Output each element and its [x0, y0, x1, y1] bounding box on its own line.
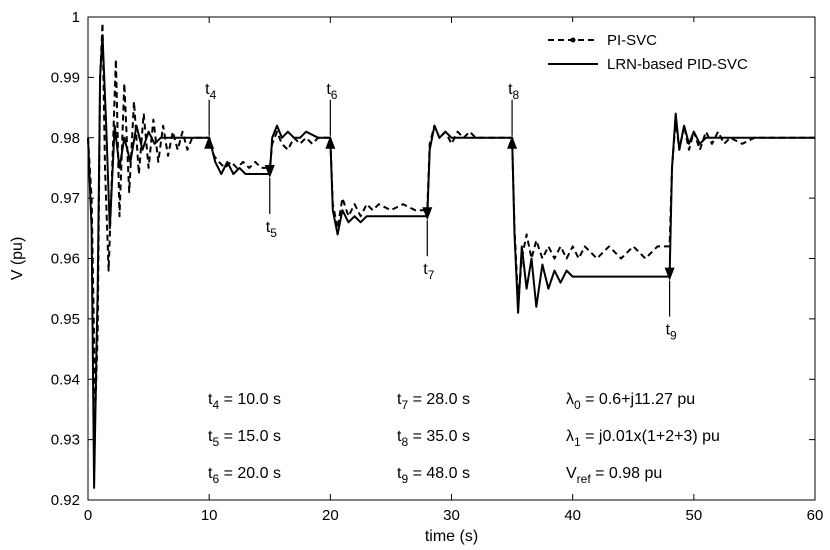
markers-layer: t4 t5 t6 t7 t8 t9: [204, 81, 677, 343]
legend-marker-pi-svc: [570, 37, 576, 43]
event-marker-t5: t5: [264, 164, 277, 240]
annotation-t7: t7 = 28.0 s: [397, 391, 470, 412]
legend-label-lrn-pid-svc: LRN-based PID-SVC: [607, 56, 748, 73]
y-tick-label: 0.97: [51, 190, 80, 207]
x-tick-label: 30: [443, 507, 460, 524]
series-line-lrn-pid-svc: [87, 34, 815, 489]
y-tick-label: 0.99: [51, 69, 80, 86]
x-tick-label: 0: [84, 507, 92, 524]
marker-arrow-head: [204, 135, 215, 149]
series-line-pi-svc: [87, 22, 815, 411]
ticks-layer: 0 10 20 30 40 50 60 0.92 0.93 0.94 0.95 0.96 0.97 0.9…: [51, 9, 824, 524]
annotation-λ0: λ0 = 0.6+j11.27 pu: [566, 391, 695, 412]
x-tick-label: 20: [322, 507, 339, 524]
marker-label: t7: [423, 261, 434, 282]
annotation-t5: t5 = 15.0 s: [208, 428, 281, 449]
y-tick-label: 0.95: [51, 311, 80, 328]
event-marker-t8: t8: [507, 81, 520, 149]
y-tick-label: 0.92: [51, 492, 80, 509]
x-axis-label: time (s): [425, 528, 478, 545]
marker-arrow-head: [325, 135, 336, 149]
event-marker-t9: t9: [664, 267, 677, 343]
x-tick-label: 10: [201, 507, 218, 524]
legend: PI-SVC LRN-based PID-SVC: [538, 22, 810, 80]
series-layer: [87, 22, 815, 489]
marker-label: t4: [205, 81, 216, 102]
marker-arrow-head: [664, 267, 675, 281]
annotation-t9: t9 = 48.0 s: [397, 465, 470, 486]
y-tick-label: 1: [72, 9, 80, 26]
legend-label-pi-svc: PI-SVC: [607, 32, 657, 49]
parameter-annotations: t4 = 10.0 s t5 = 15.0 s t6 = 20.0 s t7 = 28…: [208, 391, 720, 486]
event-marker-t6: t6: [325, 81, 338, 149]
marker-label: t5: [266, 219, 277, 240]
marker-arrow-head: [507, 135, 518, 149]
marker-label: t9: [666, 322, 677, 343]
y-tick-label: 0.96: [51, 251, 80, 268]
y-tick-label: 0.93: [51, 432, 80, 449]
event-marker-t7: t7: [422, 207, 435, 282]
annotation-t6: t6 = 20.0 s: [208, 465, 281, 486]
marker-label: t8: [508, 81, 519, 102]
event-marker-t4: t4: [204, 81, 217, 149]
x-tick-label: 60: [807, 507, 824, 524]
annotation-Vref: Vref = 0.98 pu: [566, 465, 662, 486]
marker-arrow-head: [422, 207, 433, 221]
marker-arrow-head: [264, 164, 275, 178]
marker-label: t6: [326, 81, 337, 102]
plot-frame: [87, 16, 816, 501]
annotation-t8: t8 = 35.0 s: [397, 428, 470, 449]
y-tick-label: 0.94: [51, 371, 80, 388]
annotation-λ1: λ1 = j0.01x(1+2+3) pu: [566, 428, 720, 449]
x-tick-label: 40: [564, 507, 581, 524]
y-axis-label: V (pu): [9, 237, 26, 281]
annotation-t4: t4 = 10.0 s: [208, 391, 281, 412]
legend-box: [538, 22, 810, 80]
x-tick-label: 50: [685, 507, 702, 524]
y-tick-label: 0.98: [51, 130, 80, 147]
